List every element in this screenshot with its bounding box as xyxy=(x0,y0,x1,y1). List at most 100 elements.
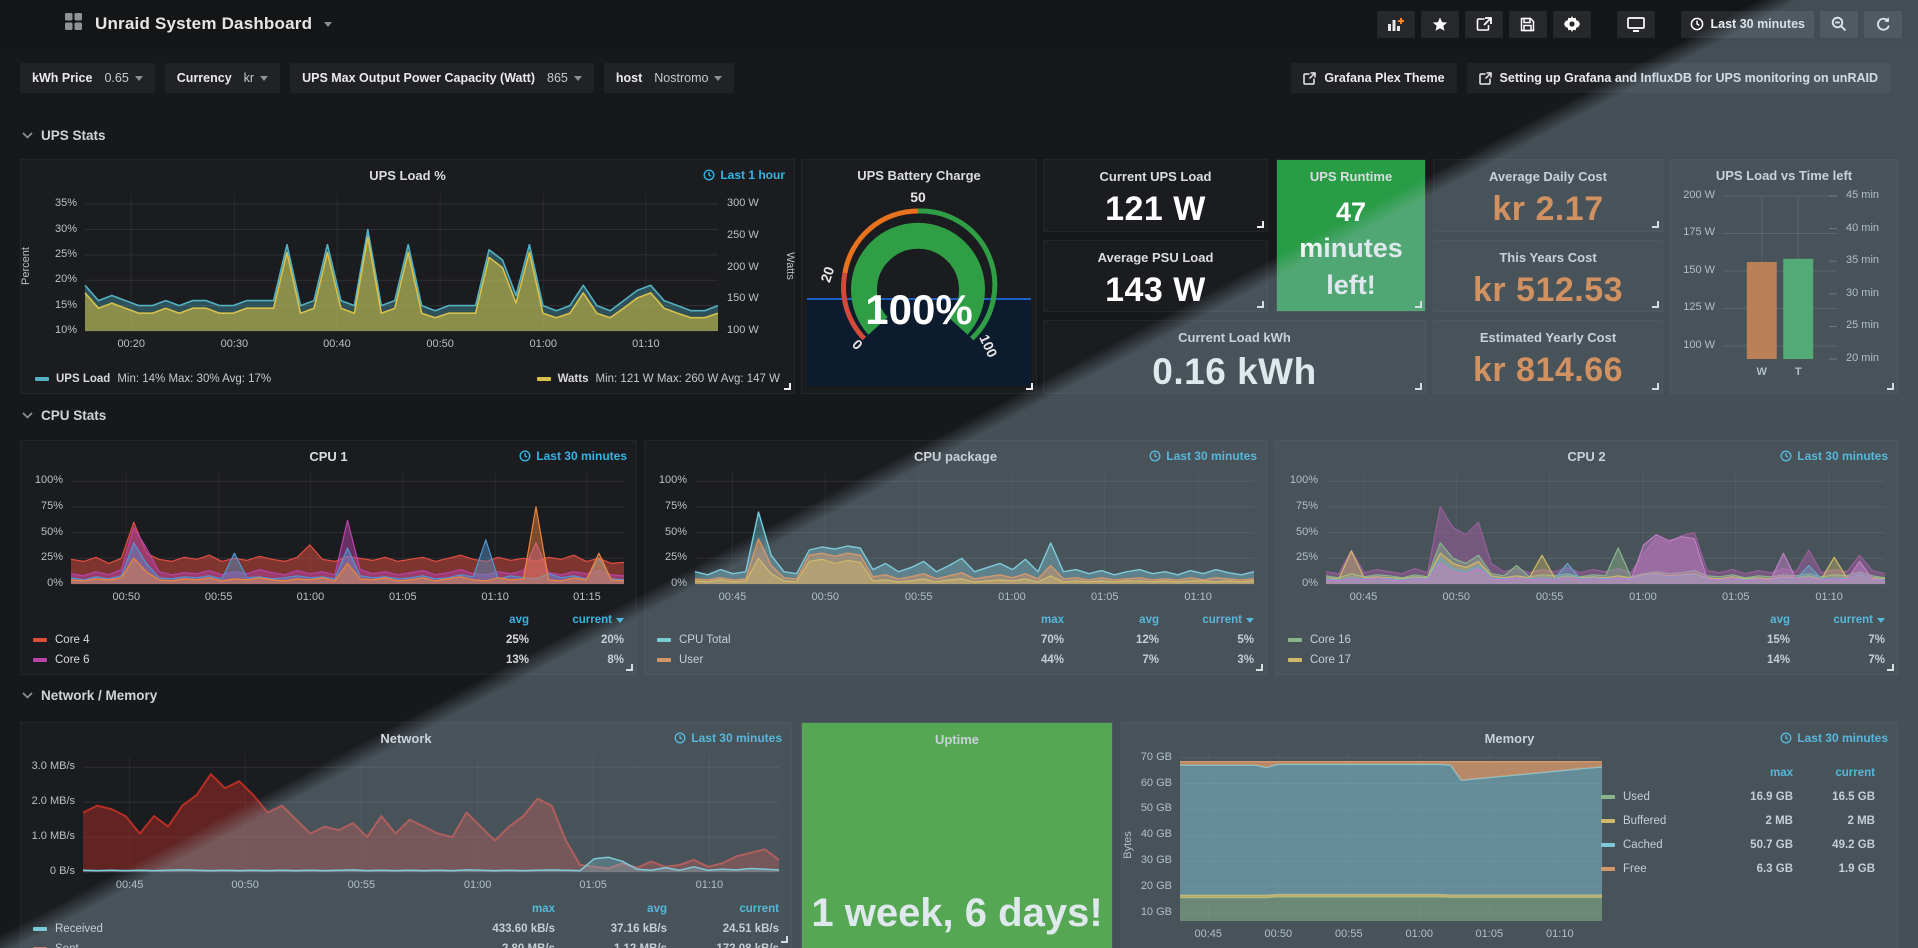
section-ups-stats[interactable]: UPS Stats xyxy=(22,128,106,143)
axis-tick: 35 min xyxy=(1846,254,1880,267)
variable-ups-max-output[interactable]: UPS Max Output Power Capacity (Watt) 865 xyxy=(290,63,594,93)
axis-tick: 0 B/s xyxy=(49,865,75,877)
legend-series-toggle[interactable]: Core 17 xyxy=(1288,654,1695,666)
zoom-out-button[interactable] xyxy=(1820,10,1858,38)
panel-title[interactable]: UPS Load % xyxy=(369,168,446,183)
sort-caret-icon xyxy=(1877,618,1885,623)
panel-title[interactable]: CPU 2 xyxy=(1567,449,1606,464)
legend-series-toggle[interactable]: Buffered xyxy=(1601,815,1711,827)
legend-value: 14% xyxy=(1766,654,1790,666)
memory-chart[interactable]: 00:45 00:50 00:55 01:00 01:05 01:10 70 GB 60 GB… xyxy=(1122,723,1610,948)
legend-series-toggle[interactable]: Sent xyxy=(33,943,443,948)
refresh-button[interactable] xyxy=(1864,10,1902,38)
panel-title[interactable]: Memory xyxy=(1484,731,1535,746)
panel-resize-handle[interactable] xyxy=(1652,383,1659,390)
variable-host[interactable]: host Nostromo xyxy=(603,63,735,93)
panel-resize-handle[interactable] xyxy=(1887,664,1894,671)
dashboards-grid-icon[interactable] xyxy=(64,12,83,36)
panel-resize-handle[interactable] xyxy=(1256,664,1263,671)
panel-time-range[interactable]: Last 1 hour xyxy=(703,168,785,182)
panel-time-range[interactable]: Last 30 minutes xyxy=(674,731,782,745)
panel-title[interactable]: UPS Load vs Time left xyxy=(1715,168,1853,183)
legend-swatch xyxy=(1601,843,1615,847)
legend-series-toggle[interactable]: Core 4 xyxy=(33,634,434,646)
panel-resize-handle[interactable] xyxy=(1026,383,1033,390)
panel-resize-handle[interactable] xyxy=(781,936,788,943)
axis-tick: 300 W xyxy=(727,197,759,210)
legend-swatch xyxy=(1288,638,1302,642)
legend-series-toggle[interactable]: Used xyxy=(1601,791,1711,803)
cpu-package-chart[interactable]: 00:45 00:50 00:55 01:00 01:05 01:10 100% 75% 50%… xyxy=(645,441,1266,610)
legend-row: User 44% 7% 3% xyxy=(657,650,1254,670)
legend-series-toggle[interactable]: Watts Min: 121 W Max: 260 W Avg: 147 W xyxy=(536,373,780,385)
section-network-memory[interactable]: Network / Memory xyxy=(22,688,157,703)
external-link-icon xyxy=(1303,71,1317,85)
network-chart[interactable]: 00:45 00:50 00:55 01:00 01:05 01:10 3.0 MB/s 2.… xyxy=(21,723,791,898)
legend-row: Core 16 15% 7% xyxy=(1288,630,1885,650)
panel-resize-handle[interactable] xyxy=(1257,221,1264,228)
svg-text:20: 20 xyxy=(817,264,837,284)
axis-tick: 125 W xyxy=(1683,301,1715,314)
legend-series-toggle[interactable]: Received xyxy=(33,923,443,935)
legend-series-toggle[interactable]: Cached xyxy=(1601,839,1711,851)
save-button[interactable] xyxy=(1508,10,1547,38)
legend-column-header: current xyxy=(1159,614,1254,626)
ups-bars-chart[interactable]: 200 W 175 W 150 W 125 W 100 W 45 min 40 min 35 … xyxy=(1671,160,1897,393)
link-grafana-plex-theme[interactable]: Grafana Plex Theme xyxy=(1291,63,1457,93)
legend-value: 70% xyxy=(1040,634,1064,646)
panel-time-range[interactable]: Last 30 minutes xyxy=(1780,449,1888,463)
panel-resize-handle[interactable] xyxy=(1257,301,1264,308)
legend-column-header: current xyxy=(529,614,624,626)
legend-series-toggle[interactable]: User xyxy=(657,654,969,666)
ups-load-chart[interactable]: 00:20 00:30 00:40 00:50 01:00 01:10 35% 30% 25% 2… xyxy=(21,160,794,357)
legend-series-toggle[interactable]: Core 16 xyxy=(1288,634,1695,646)
share-button[interactable] xyxy=(1464,10,1503,38)
panel-resize-handle[interactable] xyxy=(784,383,791,390)
legend-series-toggle[interactable]: CPU Total xyxy=(657,634,969,646)
axis-tick: 25% xyxy=(54,247,77,260)
legend-series-toggle[interactable]: Core 6 xyxy=(33,654,434,666)
variable-currency[interactable]: Currency kr xyxy=(164,63,281,93)
link-grafana-influxdb-guide[interactable]: Setting up Grafana and InfluxDB for UPS … xyxy=(1466,63,1890,93)
panel-resize-handle[interactable] xyxy=(1652,221,1659,228)
section-cpu-stats[interactable]: CPU Stats xyxy=(22,408,106,423)
bar-label: T xyxy=(1794,366,1802,378)
panel-time-range[interactable]: Last 30 minutes xyxy=(519,449,627,463)
panel-title[interactable]: Network xyxy=(380,731,432,746)
axis-tick: 01:05 xyxy=(1090,591,1119,603)
legend: avg current Core 16 15% 7% Core 17 14% 7% xyxy=(1288,610,1885,670)
legend-row: Core 17 14% 7% xyxy=(1288,650,1885,670)
panel-resize-handle[interactable] xyxy=(1887,383,1894,390)
legend-column-header: current xyxy=(1790,614,1885,626)
panel-title[interactable]: CPU package xyxy=(913,449,998,464)
axis-tick: 175 W xyxy=(1683,226,1715,239)
panel-resize-handle[interactable] xyxy=(626,664,633,671)
add-panel-button[interactable] xyxy=(1376,10,1415,38)
legend-value: 7% xyxy=(1142,654,1159,666)
sort-caret-icon xyxy=(616,618,624,623)
panel-resize-handle[interactable] xyxy=(1415,301,1422,308)
legend: UPS Load Min: 14% Max: 30% Avg: 17% Watts… xyxy=(35,373,780,385)
cpu1-chart[interactable]: 00:50 00:55 01:00 01:05 01:10 01:15 100% 75% 50%… xyxy=(21,441,636,610)
variable-kwh-price[interactable]: kWh Price 0.65 xyxy=(20,63,155,93)
panel-title[interactable]: UPS Battery Charge xyxy=(857,168,981,183)
time-range-picker-button[interactable]: Last 30 minutes xyxy=(1680,10,1814,38)
legend-swatch xyxy=(33,927,47,931)
dashboard-title[interactable]: Unraid System Dashboard xyxy=(95,14,313,33)
legend-series-toggle[interactable]: Free xyxy=(1601,863,1711,875)
panel-time-range[interactable]: Last 30 minutes xyxy=(1780,731,1888,745)
legend-series-toggle[interactable]: UPS Load Min: 14% Max: 30% Avg: 17% xyxy=(35,373,271,385)
panel-resize-handle[interactable] xyxy=(1652,301,1659,308)
axis-tick: 01:05 xyxy=(1721,591,1750,603)
dashboard-title-caret-icon[interactable] xyxy=(324,21,333,27)
legend-value: 1.9 GB xyxy=(1838,863,1875,875)
settings-gear-button[interactable] xyxy=(1552,10,1591,38)
panel-time-range[interactable]: Last 30 minutes xyxy=(1149,449,1257,463)
panel-resize-handle[interactable] xyxy=(1415,383,1422,390)
panel-title[interactable]: CPU 1 xyxy=(309,449,348,464)
stat-value: kr 814.66 xyxy=(1472,351,1624,389)
cpu2-chart[interactable]: 00:45 00:50 00:55 01:00 01:05 01:10 100% 75% 50%… xyxy=(1276,441,1897,610)
axis-tick: 01:10 xyxy=(695,879,724,891)
star-button[interactable] xyxy=(1420,10,1459,38)
tv-cycle-view-button[interactable] xyxy=(1616,10,1655,38)
